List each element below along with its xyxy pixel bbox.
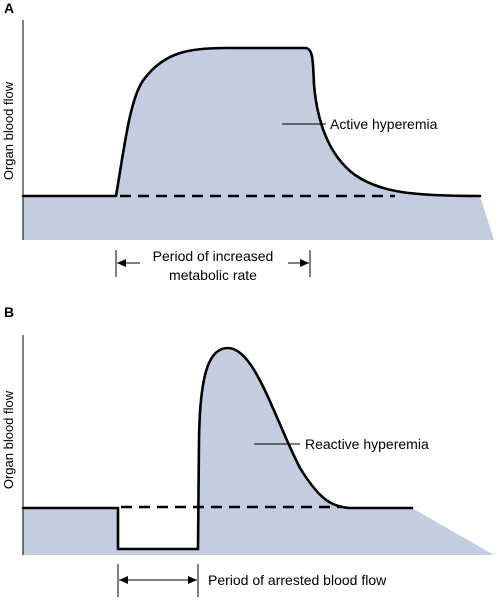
panel-b-curve-label: Reactive hyperemia [305, 436, 429, 452]
panel-b-arrowhead-right [188, 576, 197, 584]
panel-a-shaded-area [23, 48, 494, 240]
panel-a-arrowhead-left [117, 259, 126, 267]
panel-a-period-label-bg [140, 250, 288, 265]
panel-b: B Organ blood flow Reactive hyperemia Pe… [1, 304, 494, 597]
panel-b-label: B [4, 304, 14, 320]
panel-b-flow-curve [21, 346, 414, 551]
panel-b-shaded-area [23, 348, 494, 555]
panel-a-label: A [4, 0, 14, 16]
panel-b-y-axis-label: Organ blood flow [1, 390, 16, 489]
panel-a: A Organ blood flow Active hyperemia Peri… [1, 0, 494, 283]
panel-a-flow-curve [21, 46, 482, 198]
panel-a-period-label-line1: Period of increased [153, 248, 274, 264]
panel-a-curve-label: Active hyperemia [330, 116, 438, 132]
panel-a-y-axis-label: Organ blood flow [1, 81, 16, 180]
panel-a-period-label-line2: metabolic rate [169, 267, 257, 283]
panel-a-arrowhead-right [300, 259, 309, 267]
panel-b-period-label: Period of arrested blood flow [208, 572, 387, 588]
panel-b-arrowhead-left [119, 576, 128, 584]
